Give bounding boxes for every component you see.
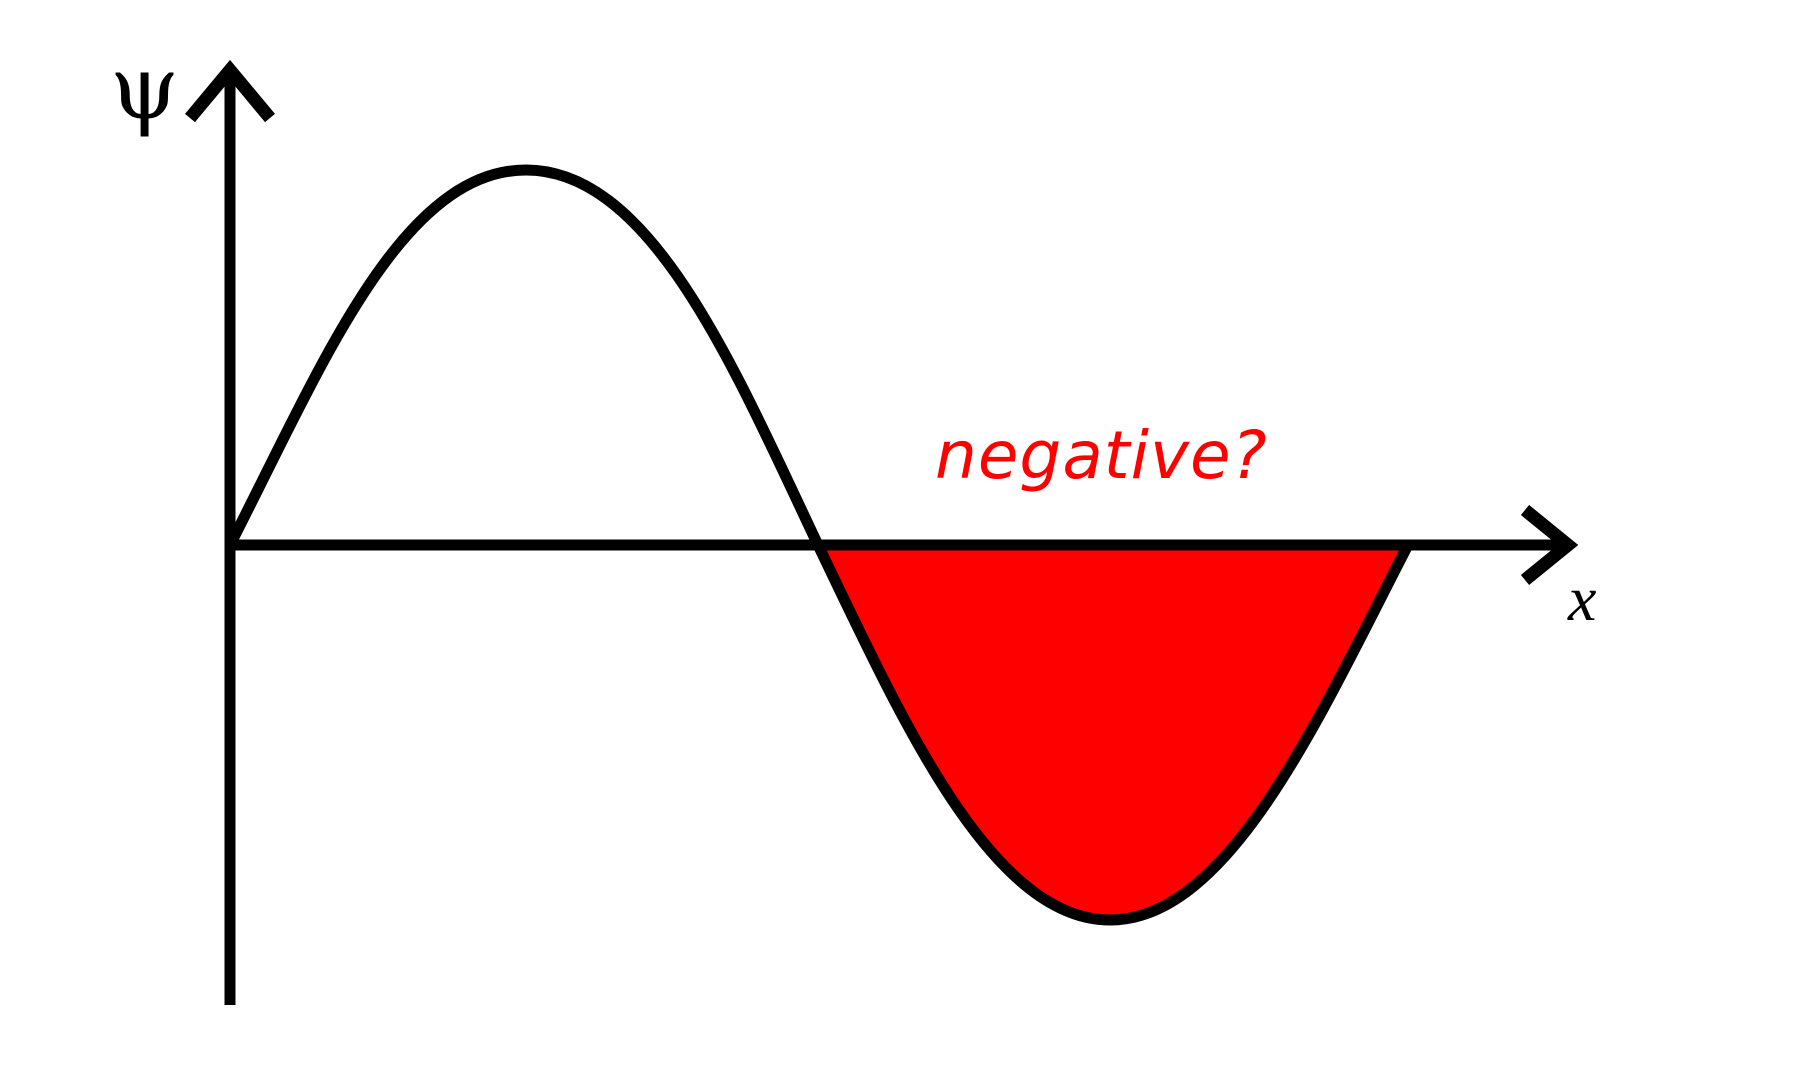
y-axis-arrowhead xyxy=(185,59,275,123)
negative-annotation: negative? xyxy=(935,417,1268,494)
negative-lobe-shading xyxy=(818,545,1408,920)
x-axis-label: x xyxy=(1567,563,1596,634)
wavefunction-curve xyxy=(225,164,1413,926)
y-axis-label: ψ xyxy=(110,36,179,139)
x-axis-arrowhead xyxy=(1520,504,1579,586)
